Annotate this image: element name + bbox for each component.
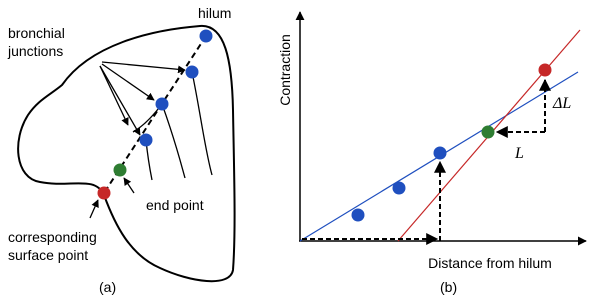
y-axis-label: Contraction bbox=[277, 34, 293, 106]
red-point bbox=[539, 64, 552, 77]
junction-point bbox=[186, 66, 199, 79]
blue-point bbox=[393, 182, 406, 195]
surface-point-label: corresponding bbox=[8, 229, 97, 245]
x-axis-label: Distance from hilum bbox=[428, 255, 552, 271]
hilum-label: hilum bbox=[198, 5, 231, 21]
panel-a: hilum bronchial junctions end point corr… bbox=[7, 5, 235, 295]
junction-point bbox=[140, 134, 153, 147]
l-label: L bbox=[514, 145, 524, 162]
caption: (a) bbox=[99, 279, 116, 295]
delta-l-label: ΔL bbox=[552, 95, 571, 112]
end-point bbox=[114, 164, 127, 177]
green-point bbox=[482, 126, 495, 139]
figure: hilum bronchial junctions end point corr… bbox=[0, 0, 592, 301]
junction-point bbox=[156, 98, 169, 111]
junction-label: junctions bbox=[7, 43, 63, 59]
blue-point bbox=[434, 147, 447, 160]
junction-label: bronchial bbox=[8, 25, 65, 41]
caption: (b) bbox=[440, 279, 457, 295]
panel-b: Contraction Distance from hilum L ΔL (b) bbox=[277, 12, 586, 295]
surface-point bbox=[98, 187, 111, 200]
surface-point-label: surface point bbox=[8, 247, 88, 263]
dashed-arrows bbox=[302, 80, 545, 241]
junction-point bbox=[200, 30, 213, 43]
blue-point bbox=[352, 209, 365, 222]
end-point-label: end point bbox=[146, 197, 204, 213]
